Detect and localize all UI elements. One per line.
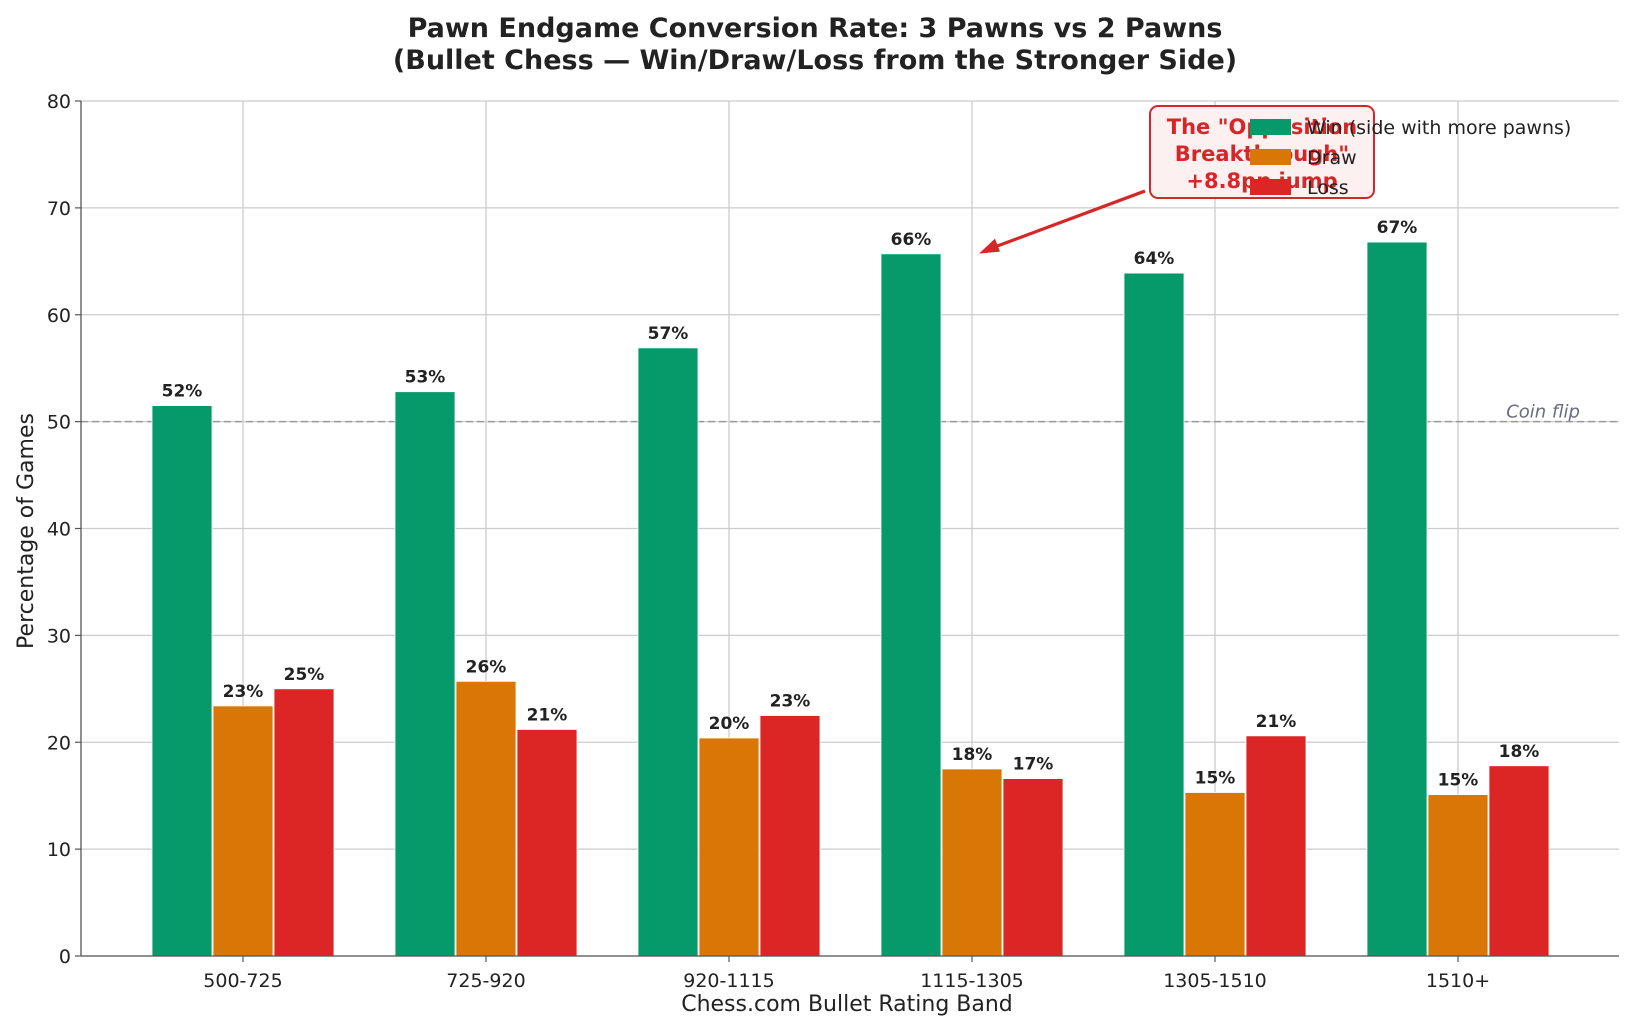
data-label: 66% [891, 230, 932, 250]
legend-swatch [1250, 149, 1291, 165]
bar-draw [1427, 794, 1489, 957]
data-label: 21% [1256, 712, 1297, 732]
y-tick-label: 50 [47, 412, 71, 434]
reference-line: Coin flip [81, 402, 1619, 423]
y-tick-label: 80 [47, 91, 71, 113]
legend: Win (side with more pawns) Draw Loss [1250, 117, 1571, 199]
bar-draw [455, 680, 517, 957]
x-tick-labels: 500-725 725-920 920-1115 1115-1305 1305-1510… [203, 970, 1490, 992]
x-tick-label: 500-725 [203, 970, 282, 992]
bar-win [637, 347, 699, 957]
y-tick-label: 0 [59, 946, 71, 968]
bar-loss [1488, 765, 1550, 957]
data-label: 23% [223, 682, 264, 702]
y-axis-label: Percentage of Games [14, 413, 39, 649]
axes [75, 100, 1619, 962]
data-label: 15% [1438, 771, 1479, 791]
y-tick-labels: 0 10 20 30 40 50 60 70 80 [47, 91, 71, 968]
data-label: 52% [162, 382, 203, 402]
data-label: 25% [284, 665, 325, 685]
coin-flip-label: Coin flip [1506, 402, 1580, 423]
x-tick-label: 1115-1305 [920, 970, 1024, 992]
x-tick-label: 1510+ [1426, 970, 1490, 992]
x-tick-label: 725-920 [446, 970, 525, 992]
data-label: 21% [527, 705, 568, 725]
bar-draw [941, 768, 1003, 957]
data-label: 17% [1013, 755, 1054, 775]
bar-draw [1184, 792, 1246, 957]
legend-label: Win (side with more pawns) [1307, 117, 1571, 139]
bar-win [1366, 241, 1428, 957]
bar-loss [1002, 778, 1064, 957]
legend-swatch [1250, 179, 1291, 195]
annotation-arrow-shaft [992, 189, 1146, 250]
y-tick-label: 60 [47, 305, 71, 327]
data-label: 18% [952, 745, 993, 765]
bar-loss [759, 715, 821, 957]
data-label: 15% [1195, 768, 1236, 788]
chart-subtitle: (Bullet Chess — Win/Draw/Loss from the S… [393, 45, 1237, 76]
y-tick-label: 20 [47, 732, 71, 754]
chart-title: Pawn Endgame Conversion Rate: 3 Pawns vs… [408, 13, 1223, 44]
y-tick-label: 40 [47, 519, 71, 541]
data-label: 57% [648, 324, 689, 344]
x-tick-label: 1305-1510 [1163, 970, 1267, 992]
bar-win [880, 253, 942, 957]
data-label: 23% [770, 692, 811, 712]
legend-label: Draw [1307, 147, 1357, 169]
x-tick-label: 920-1115 [683, 970, 774, 992]
bars [151, 241, 1550, 957]
data-label: 26% [466, 657, 507, 677]
bar-win [151, 405, 213, 957]
data-label: 64% [1134, 249, 1175, 269]
y-tick-label: 70 [47, 198, 71, 220]
bar-win [1123, 272, 1185, 957]
data-label: 20% [709, 714, 750, 734]
data-label: 53% [405, 368, 446, 388]
bar-draw [212, 705, 274, 957]
data-label: 18% [1499, 742, 1540, 762]
bar-loss [1245, 735, 1307, 957]
bar-loss [273, 688, 335, 957]
y-tick-label: 10 [47, 839, 71, 861]
y-tick-label: 30 [47, 625, 71, 647]
bar-win [394, 391, 456, 957]
legend-label: Loss [1307, 177, 1349, 199]
data-label: 67% [1377, 218, 1418, 238]
data-labels: 52% 53% 57% 66% 64% 67% 23% 26% 20% 18% 15% 15% 25% 2… [162, 218, 1540, 791]
bar-draw [698, 737, 760, 957]
annotation-arrow-head [979, 238, 1000, 254]
x-axis-label: Chess.com Bullet Rating Band [681, 992, 1013, 1017]
legend-swatch [1250, 119, 1291, 135]
bar-loss [516, 729, 578, 957]
